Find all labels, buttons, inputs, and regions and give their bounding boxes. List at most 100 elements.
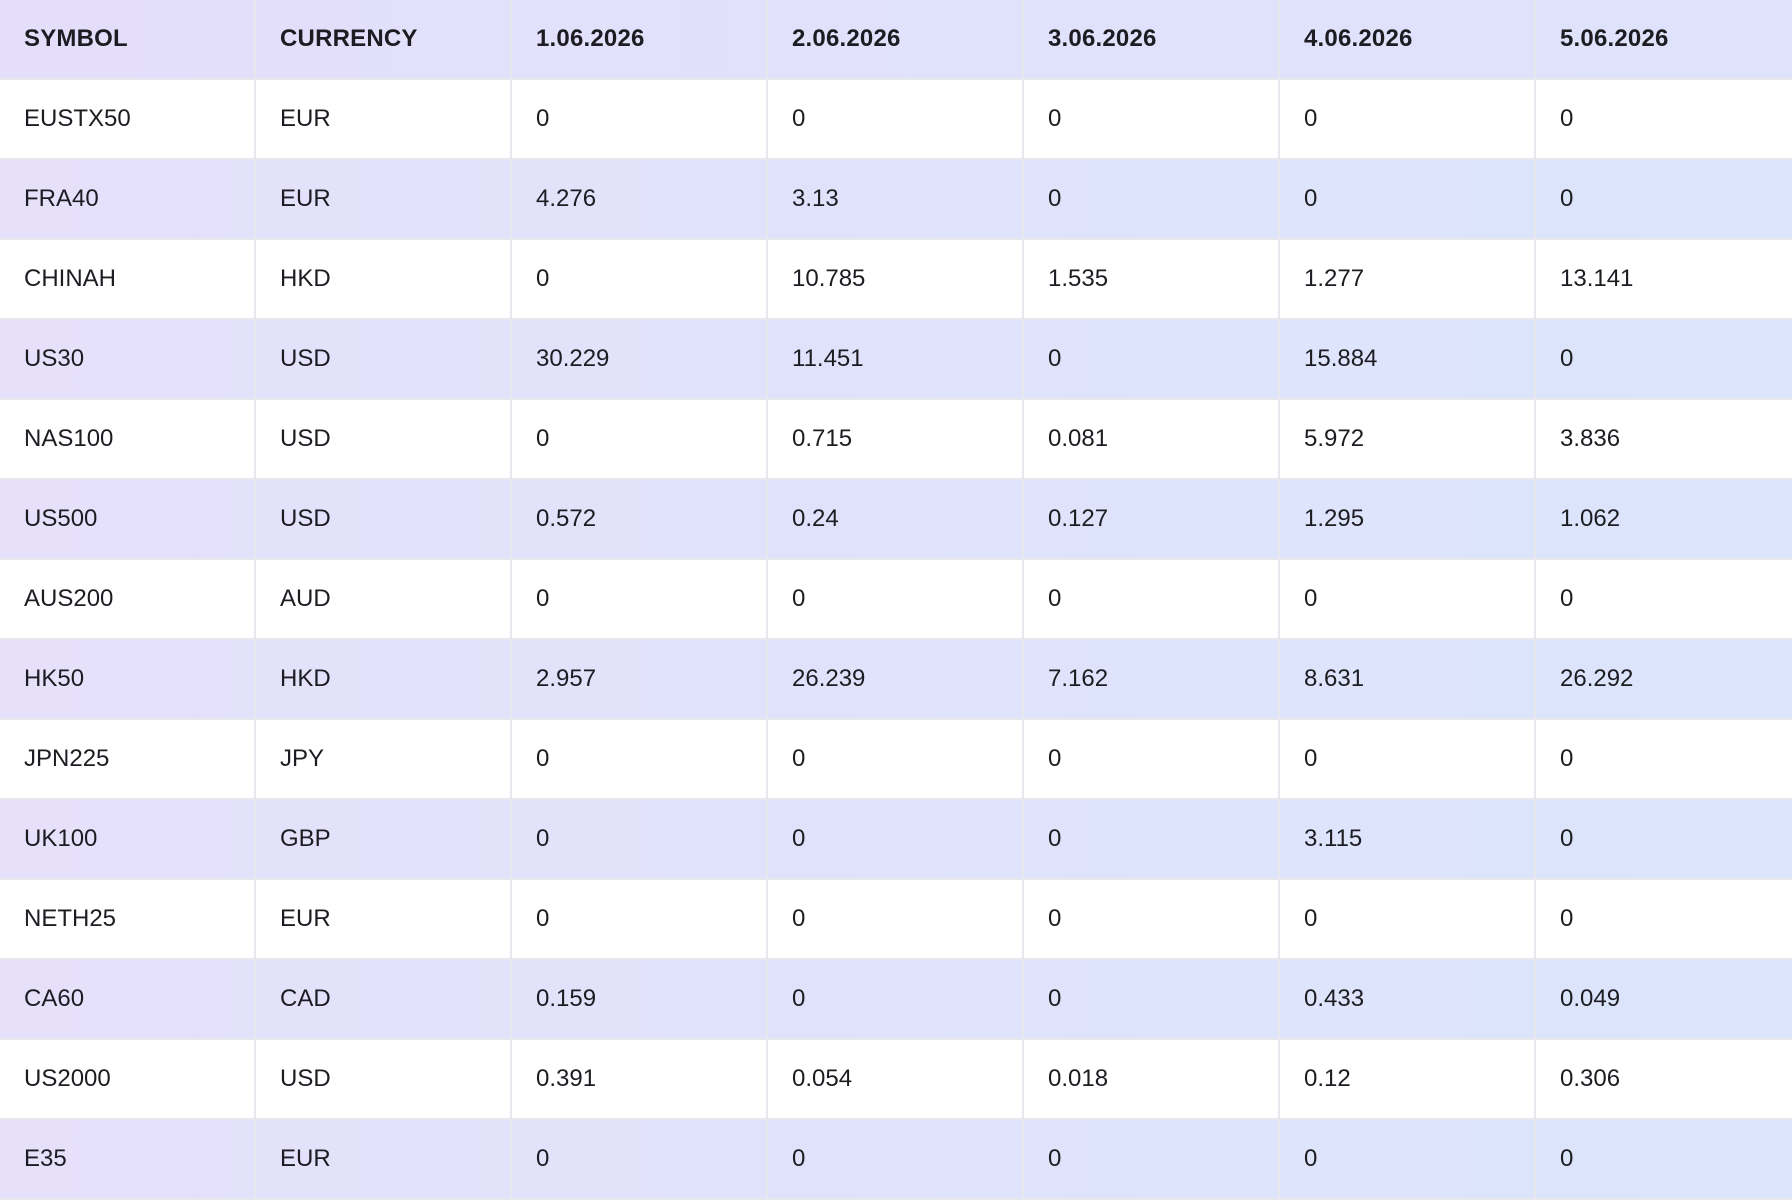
header-currency[interactable]: CURRENCY (256, 0, 512, 78)
table-cell-date-1: 30.229 (512, 320, 768, 398)
table-cell-currency: JPY (256, 720, 512, 798)
table-cell-date-2: 0 (768, 880, 1024, 958)
table-cell-date-5: 0.049 (1560, 985, 1621, 1012)
table-cell-date-5: 0 (1560, 825, 1574, 852)
table-row[interactable]: EUSTX50 EUR 0 0 0 0 0 (0, 80, 1792, 160)
table-row[interactable]: CA60 CAD 0.159 0 0 0.433 0.049 (0, 960, 1792, 1040)
table-cell-date-5: 1.062 (1560, 505, 1621, 532)
table-cell-date-3: 1.535 (1024, 240, 1280, 318)
table-cell-date-1: 0 (512, 400, 768, 478)
table-cell-symbol: AUS200 (0, 560, 256, 638)
header-symbol[interactable]: SYMBOL (0, 0, 256, 78)
table-cell-date-5: 26.292 (1560, 665, 1634, 692)
table-cell-date-4: 0 (1280, 560, 1536, 638)
table-cell-date-4: 0 (1280, 80, 1536, 158)
table-cell-symbol: US30 (0, 320, 256, 398)
table-cell-date-3: 0.081 (1024, 400, 1280, 478)
table-cell-date-5: 13.141 (1560, 265, 1634, 292)
table-cell-date-3: 0 (1024, 800, 1280, 878)
table-row[interactable]: UK100 GBP 0 0 0 3.115 0 (0, 800, 1792, 880)
table-cell-date-4: 0 (1280, 160, 1536, 238)
table-cell-date-2: 0 (768, 1120, 1024, 1198)
table-cell-date-1: 0.159 (512, 960, 768, 1038)
table-cell-date-1: 0 (512, 1120, 768, 1198)
table-cell-date-1: 0 (512, 880, 768, 958)
table-cell-date-5: 0 (1560, 1145, 1574, 1172)
table-cell-symbol: US500 (0, 480, 256, 558)
table-cell-symbol: JPN225 (0, 720, 256, 798)
table-cell-date-3: 0 (1024, 80, 1280, 158)
table-cell-symbol: FRA40 (0, 160, 256, 238)
table-cell-date-1: 0.572 (512, 480, 768, 558)
table-cell-date-4: 5.972 (1280, 400, 1536, 478)
header-date-4[interactable]: 4.06.2026 (1280, 0, 1536, 78)
table-body: EUSTX50 EUR 0 0 0 0 0 FRA40 EUR 4.276 3.13 0 0 0 CHINA… (0, 80, 1792, 1200)
table-cell-date-1: 0.391 (512, 1040, 768, 1118)
table-cell-date-3: 0 (1024, 1120, 1280, 1198)
table-cell-currency: HKD (256, 240, 512, 318)
table-cell-symbol: NETH25 (0, 880, 256, 958)
table-cell-date-3: 0.127 (1024, 480, 1280, 558)
header-date-1[interactable]: 1.06.2026 (512, 0, 768, 78)
table-row[interactable]: US2000 USD 0.391 0.054 0.018 0.12 0.306 (0, 1040, 1792, 1120)
table-cell-symbol: EUSTX50 (0, 80, 256, 158)
table-cell-date-5: 0 (1560, 185, 1574, 212)
table-cell-currency: USD (256, 400, 512, 478)
table-cell-date-2: 0 (768, 80, 1024, 158)
table-cell-date-2: 0.24 (768, 480, 1024, 558)
table-cell-date-4: 15.884 (1280, 320, 1536, 398)
table-cell-date-2: 0 (768, 720, 1024, 798)
table-cell-date-2: 26.239 (768, 640, 1024, 718)
table-row[interactable]: AUS200 AUD 0 0 0 0 0 (0, 560, 1792, 640)
table-row[interactable]: JPN225 JPY 0 0 0 0 0 (0, 720, 1792, 800)
table-cell-date-1: 4.276 (512, 160, 768, 238)
table-cell-date-1: 0 (512, 720, 768, 798)
table-cell-date-5: 0 (1560, 905, 1574, 932)
header-date-5[interactable]: 5.06.2026 (1560, 25, 1669, 52)
table-cell-date-2: 0 (768, 560, 1024, 638)
table-cell-date-1: 0 (512, 80, 768, 158)
table-cell-date-3: 0 (1024, 560, 1280, 638)
table-cell-currency: USD (256, 1040, 512, 1118)
table-cell-date-2: 0 (768, 960, 1024, 1038)
table-cell-date-5: 0 (1560, 345, 1574, 372)
table-cell-date-4: 0 (1280, 1120, 1536, 1198)
table-cell-currency: CAD (256, 960, 512, 1038)
table-cell-currency: EUR (256, 880, 512, 958)
table-cell-date-3: 0 (1024, 960, 1280, 1038)
table-cell-currency: USD (256, 480, 512, 558)
table-cell-date-3: 0.018 (1024, 1040, 1280, 1118)
table-cell-symbol: CHINAH (0, 240, 256, 318)
table-header-row: SYMBOL CURRENCY 1.06.2026 2.06.2026 3.06… (0, 0, 1792, 80)
table-cell-date-5: 3.836 (1560, 425, 1621, 452)
header-date-3[interactable]: 3.06.2026 (1024, 0, 1280, 78)
table-row[interactable]: CHINAH HKD 0 10.785 1.535 1.277 13.141 (0, 240, 1792, 320)
table-cell-currency: GBP (256, 800, 512, 878)
table-row[interactable]: NAS100 USD 0 0.715 0.081 5.972 3.836 (0, 400, 1792, 480)
table-row[interactable]: E35 EUR 0 0 0 0 0 (0, 1120, 1792, 1200)
table-cell-symbol: HK50 (0, 640, 256, 718)
table-cell-date-1: 0 (512, 800, 768, 878)
table-cell-date-4: 1.295 (1280, 480, 1536, 558)
header-date-2[interactable]: 2.06.2026 (768, 0, 1024, 78)
table-cell-date-3: 7.162 (1024, 640, 1280, 718)
table-row[interactable]: FRA40 EUR 4.276 3.13 0 0 0 (0, 160, 1792, 240)
table-cell-date-4: 0 (1280, 880, 1536, 958)
table-cell-date-1: 2.957 (512, 640, 768, 718)
table-row[interactable]: NETH25 EUR 0 0 0 0 0 (0, 880, 1792, 960)
table-cell-date-4: 0.433 (1280, 960, 1536, 1038)
table-cell-date-1: 0 (512, 560, 768, 638)
table-cell-symbol: UK100 (0, 800, 256, 878)
table-cell-symbol: CA60 (0, 960, 256, 1038)
table-cell-symbol: US2000 (0, 1040, 256, 1118)
table-row[interactable]: US30 USD 30.229 11.451 0 15.884 0 (0, 320, 1792, 400)
table-row[interactable]: HK50 HKD 2.957 26.239 7.162 8.631 26.292 (0, 640, 1792, 720)
table-cell-date-2: 10.785 (768, 240, 1024, 318)
table-cell-currency: HKD (256, 640, 512, 718)
table-cell-date-3: 0 (1024, 160, 1280, 238)
table-cell-currency: EUR (256, 160, 512, 238)
table-cell-date-5: 0 (1560, 745, 1574, 772)
table-row[interactable]: US500 USD 0.572 0.24 0.127 1.295 1.062 (0, 480, 1792, 560)
table-cell-date-3: 0 (1024, 720, 1280, 798)
table-cell-date-2: 3.13 (768, 160, 1024, 238)
